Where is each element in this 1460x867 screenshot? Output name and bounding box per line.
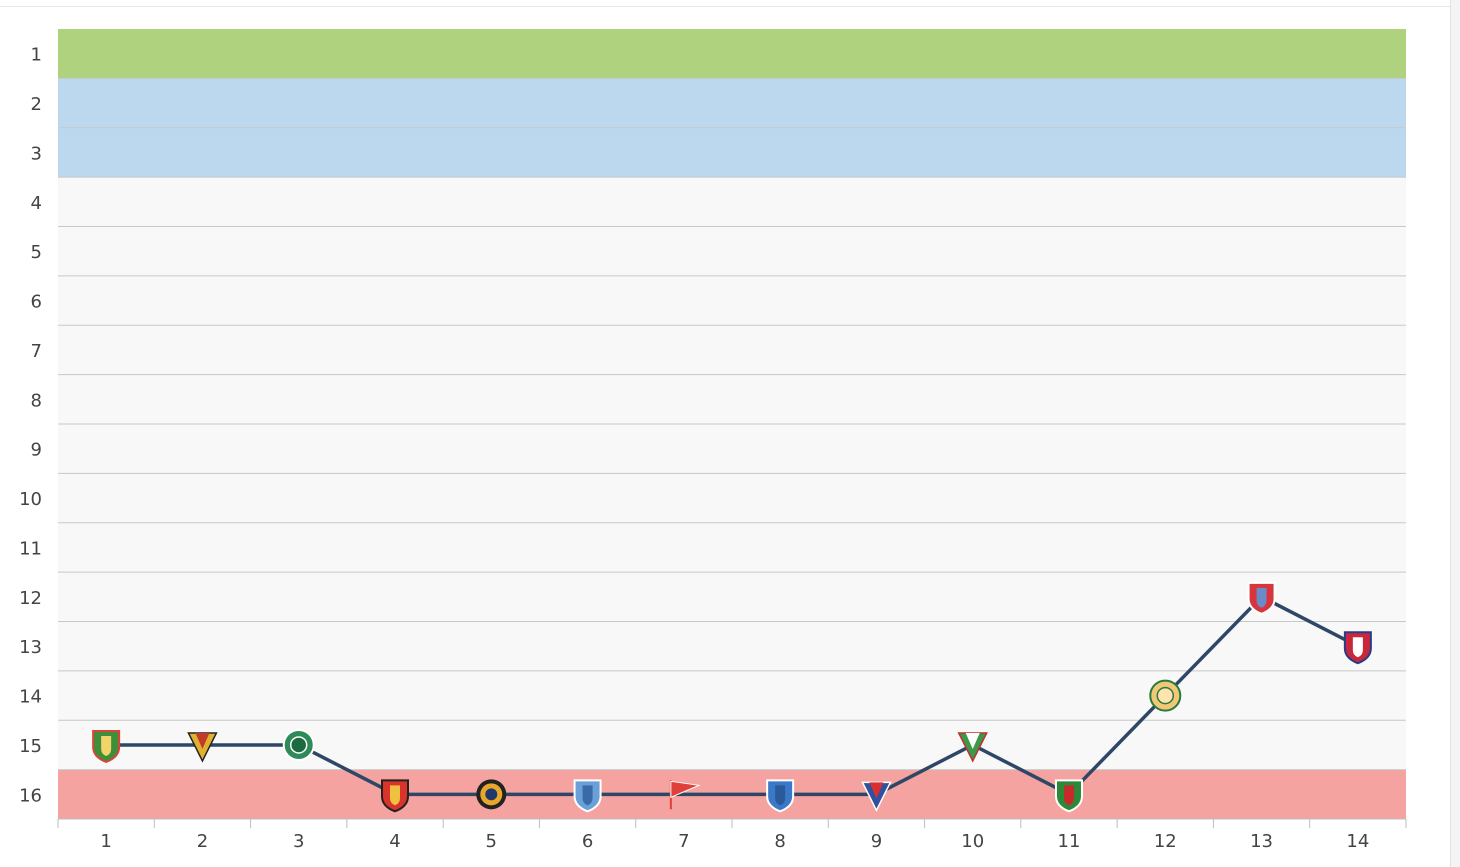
shield-green-white-red-icon	[1055, 779, 1083, 813]
y-tick-label: 13	[19, 637, 42, 658]
y-tick-label: 2	[31, 94, 42, 115]
x-tick-label: 10	[961, 831, 984, 852]
y-tick-label: 12	[19, 588, 42, 609]
grid-lines	[58, 77, 1406, 771]
scrollbar-track[interactable]	[1450, 0, 1460, 867]
y-tick-label: 15	[19, 736, 42, 757]
y-tick-label: 10	[19, 489, 42, 510]
y-tick-label: 16	[19, 785, 42, 806]
shield-green-red-icon	[92, 729, 121, 764]
pennant-green-white-icon	[957, 732, 988, 763]
pennant-blue-red-icon	[861, 781, 892, 812]
y-tick-label: 4	[31, 193, 42, 214]
y-tick-label: 6	[31, 292, 42, 313]
circle-green-crest-icon	[282, 728, 315, 761]
y-tick-label: 8	[31, 390, 42, 411]
shield-red-white-blue-icon	[1247, 581, 1276, 615]
x-tick-label: 3	[293, 831, 304, 852]
y-tick-label: 9	[31, 440, 42, 461]
crest-pennant-stripe	[195, 732, 210, 749]
shield-blue-white-icon	[573, 779, 602, 813]
y-tick-label: 1	[31, 45, 42, 66]
x-tick-label: 1	[100, 831, 111, 852]
x-tick-label: 9	[871, 831, 882, 852]
x-tick-label: 12	[1154, 831, 1177, 852]
y-tick-label: 3	[31, 143, 42, 164]
crest-flag	[670, 780, 701, 799]
zone-band-1	[58, 29, 1406, 79]
frame-top-border	[0, 6, 1450, 7]
crest-gear-center	[485, 788, 498, 801]
y-tick-label: 5	[31, 242, 42, 263]
crest-shield-center	[1352, 637, 1363, 658]
y-tick-label: 7	[31, 341, 42, 362]
team-markers	[92, 581, 1372, 813]
gear-crest-icon	[476, 779, 507, 810]
x-tick-label: 7	[678, 831, 689, 852]
crest-pennant-stripe	[965, 732, 980, 749]
series-line-layer	[106, 595, 1359, 797]
crest-pennant-stripe	[869, 782, 884, 799]
crest-shield-center	[775, 785, 786, 806]
crest-inner	[289, 736, 308, 754]
series-line	[106, 595, 1359, 797]
crest-inner	[1156, 686, 1175, 705]
shield-red-blue-icon	[1343, 631, 1372, 665]
crest-shield-center	[582, 785, 593, 806]
crest-shield-center	[101, 735, 112, 756]
x-axis: 1 2 3 4 5 6 7 8 9 10 11 12 13 14	[57, 818, 1407, 852]
flag-red-white-icon	[669, 780, 701, 810]
y-tick-label: 14	[19, 687, 42, 708]
crest-shield-center	[390, 785, 400, 806]
x-tick-label: 13	[1250, 831, 1273, 852]
shield-blue-stripes-icon	[766, 779, 795, 813]
circle-yellow-green-icon	[1149, 679, 1182, 712]
x-tick-label: 8	[774, 831, 785, 852]
x-tick-label: 14	[1346, 831, 1369, 852]
x-tick-label: 11	[1058, 831, 1081, 852]
pennant-yellow-red-icon	[187, 732, 218, 763]
y-tick-label: 11	[19, 538, 42, 559]
x-tick-label: 6	[582, 831, 593, 852]
crest-shield-center	[1256, 587, 1267, 608]
x-tick-label: 4	[389, 831, 400, 852]
crest-shield-center	[1064, 785, 1074, 806]
shield-red-black-icon	[381, 779, 409, 813]
x-tick-label: 2	[197, 831, 208, 852]
x-tick-label: 5	[486, 831, 497, 852]
